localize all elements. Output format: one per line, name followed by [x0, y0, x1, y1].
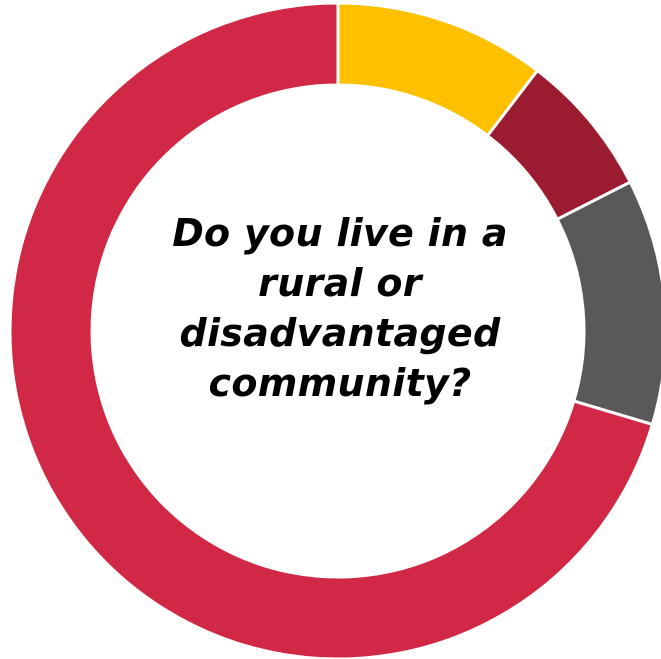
donut-center-question: Do you live in a rural or disadvantaged … [150, 208, 530, 408]
donut-slice-4 [8, 1, 654, 659]
center-text-line-2: rural or [258, 261, 422, 305]
center-text-line-4: community? [208, 361, 472, 405]
donut-slice-3 [555, 180, 661, 426]
center-text-line-3: disadvantaged [179, 311, 501, 355]
center-text-line-1: Do you live in a [172, 211, 508, 255]
